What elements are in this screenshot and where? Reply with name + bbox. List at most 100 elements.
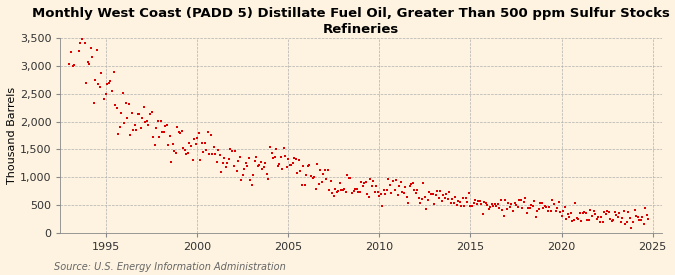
Point (600, 212, 611, 216)
Point (113, 132, 124, 136)
Point (452, 202, 462, 207)
Point (514, 197, 524, 202)
Point (217, 160, 228, 165)
Point (265, 145, 275, 149)
Point (460, 195, 471, 200)
Point (283, 156, 294, 161)
Point (99, 97, 110, 101)
Point (427, 192, 438, 196)
Point (278, 146, 289, 151)
Point (120, 101, 131, 106)
Point (465, 204, 476, 208)
Point (579, 209, 590, 214)
Point (487, 202, 497, 207)
Point (521, 210, 532, 215)
Point (223, 157, 234, 162)
Point (476, 201, 487, 206)
Point (379, 188, 389, 192)
Point (160, 123, 171, 128)
Point (215, 153, 225, 157)
Point (373, 190, 383, 194)
Point (491, 203, 502, 208)
Point (78, 34, 88, 38)
Point (439, 196, 450, 200)
Point (277, 167, 288, 171)
Point (499, 214, 510, 218)
Point (578, 211, 589, 216)
Point (433, 196, 444, 201)
Point (549, 202, 560, 206)
Point (612, 214, 623, 219)
Point (154, 135, 165, 140)
Point (641, 213, 652, 218)
Point (279, 154, 290, 158)
Point (213, 148, 223, 153)
Point (599, 210, 610, 214)
Point (431, 189, 442, 193)
Point (456, 204, 467, 208)
Point (634, 218, 645, 222)
Point (318, 171, 329, 176)
Point (200, 148, 211, 153)
Point (479, 200, 489, 205)
Point (342, 172, 353, 177)
Y-axis label: Thousand Barrels: Thousand Barrels (7, 87, 17, 184)
Point (119, 121, 130, 125)
Point (167, 142, 178, 147)
Point (512, 204, 523, 209)
Point (169, 149, 180, 153)
Point (261, 172, 272, 176)
Point (228, 164, 239, 168)
Point (163, 143, 173, 148)
Point (251, 155, 262, 159)
Point (407, 181, 418, 186)
Point (391, 178, 402, 182)
Point (211, 160, 222, 165)
Point (222, 161, 233, 165)
Point (260, 161, 271, 165)
Point (394, 184, 404, 188)
Point (240, 161, 251, 165)
Point (485, 205, 495, 210)
Point (351, 187, 362, 191)
Point (603, 210, 614, 215)
Point (412, 188, 423, 192)
Point (117, 91, 128, 95)
Point (102, 82, 113, 87)
Point (566, 211, 576, 216)
Point (87, 55, 98, 59)
Point (281, 164, 292, 169)
Point (495, 198, 506, 203)
Point (230, 149, 240, 153)
Point (295, 169, 306, 173)
Point (442, 197, 453, 201)
Point (143, 123, 154, 127)
Point (610, 209, 620, 214)
Point (392, 193, 403, 197)
Point (308, 175, 319, 179)
Point (190, 142, 201, 146)
Point (75, 41, 86, 46)
Point (324, 188, 335, 192)
Point (367, 184, 377, 188)
Point (523, 206, 534, 210)
Point (155, 119, 166, 123)
Point (421, 207, 432, 211)
Point (594, 219, 605, 224)
Point (503, 201, 514, 205)
Point (561, 217, 572, 221)
Point (568, 218, 579, 222)
Point (637, 215, 647, 219)
Point (221, 165, 232, 169)
Point (526, 203, 537, 207)
Point (354, 190, 365, 194)
Point (375, 192, 386, 196)
Point (383, 177, 394, 182)
Point (454, 200, 465, 205)
Point (286, 163, 296, 167)
Point (535, 200, 546, 205)
Point (630, 213, 641, 218)
Point (319, 168, 330, 172)
Point (508, 208, 518, 213)
Point (255, 160, 266, 164)
